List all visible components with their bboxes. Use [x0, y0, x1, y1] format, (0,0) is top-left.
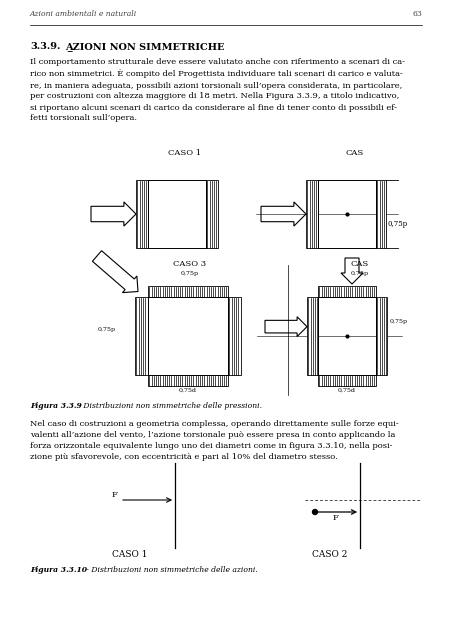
Bar	[147, 297, 227, 375]
Bar	[375, 297, 386, 375]
Bar	[305, 180, 318, 248]
Bar	[136, 180, 147, 248]
Text: 0,75p: 0,75p	[180, 271, 198, 276]
Text: 63: 63	[411, 10, 421, 18]
Text: F: F	[331, 514, 337, 522]
Text: - Distribuzioni non simmetriche delle pressioni.: - Distribuzioni non simmetriche delle pr…	[76, 402, 262, 410]
Text: Figura 3.3.10: Figura 3.3.10	[30, 566, 87, 574]
Text: 0,75d: 0,75d	[337, 388, 355, 393]
Text: 0,75d: 0,75d	[179, 388, 197, 393]
Text: CASO 1: CASO 1	[168, 149, 201, 157]
Text: Azioni ambientali e naturali: Azioni ambientali e naturali	[30, 10, 137, 18]
Text: 0,75p: 0,75p	[350, 271, 368, 276]
Text: A̲ZIONI NON SIMMETRICHE: A̲ZIONI NON SIMMETRICHE	[65, 42, 224, 51]
Text: CASO 3: CASO 3	[173, 260, 206, 268]
Text: Figura 3.3.9: Figura 3.3.9	[30, 402, 82, 410]
Text: CASO 2: CASO 2	[312, 550, 347, 559]
Bar	[318, 375, 375, 386]
Text: Il comportamento strutturale deve essere valutato anche con riferimento a scenar: Il comportamento strutturale deve essere…	[30, 58, 404, 122]
Text: - Distribuzioni non simmetriche delle azioni.: - Distribuzioni non simmetriche delle az…	[84, 566, 257, 574]
Text: CAS: CAS	[350, 260, 368, 268]
Text: Nel caso di costruzioni a geometria complessa, operando direttamente sulle forze: Nel caso di costruzioni a geometria comp…	[30, 420, 398, 461]
Bar	[135, 297, 147, 375]
Text: F: F	[111, 491, 117, 499]
Bar	[375, 180, 385, 248]
Bar	[147, 375, 227, 386]
Bar	[318, 180, 375, 248]
Text: CASO 1: CASO 1	[112, 550, 147, 559]
Text: 0,75p: 0,75p	[98, 327, 116, 332]
Bar	[227, 297, 240, 375]
Bar	[147, 286, 227, 297]
Text: 0,75p: 0,75p	[389, 319, 407, 324]
Circle shape	[312, 509, 317, 515]
Bar	[206, 180, 217, 248]
Bar	[306, 297, 318, 375]
Text: 3.3.9.: 3.3.9.	[30, 42, 60, 51]
Bar	[318, 286, 375, 297]
Text: CAS: CAS	[345, 149, 364, 157]
Text: 0,75p: 0,75p	[387, 220, 407, 228]
Bar	[147, 180, 206, 248]
Bar	[318, 297, 375, 375]
